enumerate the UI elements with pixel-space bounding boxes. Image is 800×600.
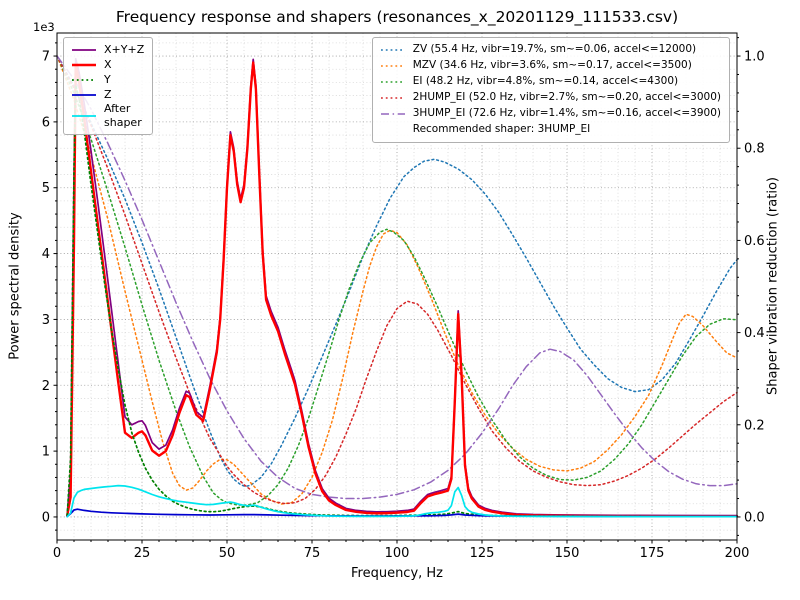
axis-ticks (53, 37, 741, 544)
y-left-tick-label: 0 (42, 510, 50, 525)
x-tick-label: 25 (134, 546, 151, 561)
legend-item: X (70, 57, 144, 72)
y-left-tick-label: 7 (42, 50, 50, 65)
legend-label: 2HUMP_EI (52.0 Hz, vibr=2.7%, sm~=0.20, … (412, 91, 721, 104)
axis-tick-labels: 0 25 50 75 100 125 150 175 200 0 1 2 3 4 5 6 7 0.0 0.2 0.4 0… (42, 50, 765, 561)
x-tick-label: 125 (470, 546, 495, 561)
legend-item: 3HUMP_EI (72.6 Hz, vibr=1.4%, sm~=0.16, … (379, 106, 721, 122)
x-tick-label: 200 (725, 546, 750, 561)
legend-label: X+Y+Z (104, 42, 145, 56)
y-left-tick-label: 2 (42, 379, 50, 394)
x-tick-label: 50 (219, 546, 236, 561)
series-shaper-3hump-ei (56, 55, 738, 500)
x-axis-label: Frequency, Hz (350, 566, 444, 581)
series-shaper-2hump-ei (56, 55, 738, 505)
legend-line-sample (380, 113, 405, 115)
legend-item: Y (70, 72, 144, 87)
chart-title: Frequency response and shapers (resonanc… (115, 8, 679, 26)
y-left-tick-label: 4 (42, 247, 50, 262)
legend-line-sample (380, 65, 405, 67)
legend-item: ZV (55.4 Hz, vibr=19.7%, sm~=0.06, accel… (379, 42, 721, 58)
legend-label: X (104, 57, 112, 71)
legend-line-sample (380, 81, 405, 83)
y-right-tick-label: 0.8 (744, 142, 765, 157)
recommended-shaper-note: Recommended shaper: 3HUMP_EI (412, 123, 591, 136)
legend-label: ZV (55.4 Hz, vibr=19.7%, sm~=0.06, accel… (412, 43, 697, 56)
series-psd-x (65, 61, 739, 518)
y-axis-label-right: Shaper vibration reduction (ratio) (765, 177, 781, 395)
x-tick-label: 100 (385, 546, 410, 561)
legend-label: 3HUMP_EI (72.6 Hz, vibr=1.4%, sm~=0.16, … (412, 107, 721, 120)
legend-item: 2HUMP_EI (52.0 Hz, vibr=2.7%, sm~=0.20, … (379, 90, 721, 106)
legend-label: After shaper (104, 102, 142, 129)
legend-shapers: ZV (55.4 Hz, vibr=19.7%, sm~=0.06, accel… (371, 37, 730, 143)
y-right-tick-label: 0.4 (744, 326, 765, 341)
y-right-tick-label: 0.6 (744, 234, 765, 249)
legend-item: After shaper (70, 102, 144, 130)
series-shaper-zv (56, 55, 738, 488)
legend-label: MZV (34.6 Hz, vibr=3.6%, sm~=0.17, accel… (412, 59, 692, 72)
legend-item: Z (70, 87, 144, 102)
series-shaper-mzv (56, 55, 738, 505)
legend-line-sample (380, 97, 405, 99)
legend-psd: X+Y+Z X Y Z After shaper (63, 37, 154, 135)
y-right-tick-label: 1.0 (744, 50, 765, 65)
series-shaper-ei (56, 55, 738, 506)
y-left-tick-label: 1 (42, 445, 50, 460)
legend-note-row: Recommended shaper: 3HUMP_EI (379, 122, 721, 138)
x-tick-label: 175 (640, 546, 665, 561)
x-tick-label: 150 (555, 546, 580, 561)
legend-line-sample (72, 63, 96, 66)
legend-line-sample (72, 48, 96, 51)
y-right-tick-label: 0.2 (744, 418, 765, 433)
legend-label: EI (48.2 Hz, vibr=4.8%, sm~=0.14, accel<… (412, 75, 679, 88)
x-tick-label: 0 (53, 546, 61, 561)
y-axis-label-left: Power spectral density (7, 212, 23, 360)
y-right-tick-label: 0.0 (744, 510, 765, 525)
legend-item: X+Y+Z (70, 42, 144, 57)
legend-line-sample (72, 114, 96, 117)
y-axis-offset-text: 1e3 (33, 20, 55, 34)
legend-line-sample (72, 78, 96, 81)
legend-item: EI (48.2 Hz, vibr=4.8%, sm~=0.14, accel<… (379, 74, 721, 90)
y-left-tick-label: 5 (42, 181, 50, 196)
y-left-tick-label: 6 (42, 115, 50, 130)
series-psd-y (66, 84, 738, 518)
legend-item: MZV (34.6 Hz, vibr=3.6%, sm~=0.17, accel… (379, 58, 721, 74)
legend-label: Y (104, 72, 111, 86)
legend-line-sample (72, 93, 96, 96)
series-psd-z (66, 508, 738, 518)
y-left-tick-label: 3 (42, 313, 50, 328)
legend-line-sample (380, 49, 405, 51)
series-psd-after-shaper (66, 484, 738, 518)
legend-label: Z (104, 87, 112, 101)
x-tick-label: 75 (304, 546, 321, 561)
